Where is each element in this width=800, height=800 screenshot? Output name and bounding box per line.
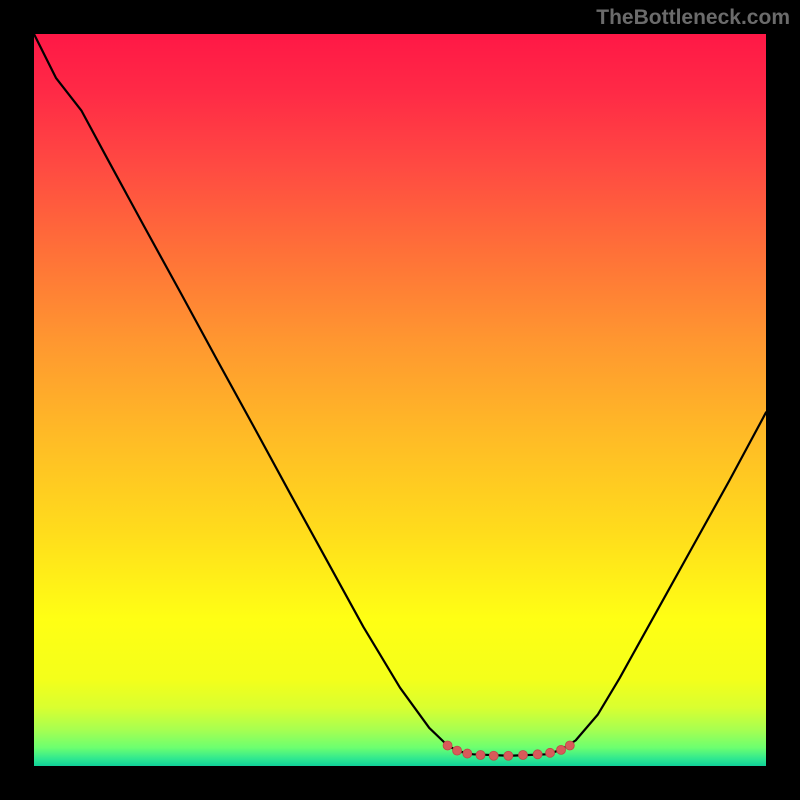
optimal-marker (476, 751, 485, 760)
optimal-marker (546, 748, 555, 757)
optimal-marker (463, 749, 472, 758)
bottleneck-curve (34, 34, 766, 756)
optimal-marker (518, 751, 527, 760)
optimal-marker (533, 750, 542, 759)
optimal-marker (453, 746, 462, 755)
watermark-text: TheBottleneck.com (596, 6, 790, 30)
chart-container: TheBottleneck.com (0, 0, 800, 800)
optimal-marker (565, 741, 574, 750)
optimal-marker (443, 741, 452, 750)
curve-svg (34, 34, 766, 766)
optimal-marker (557, 745, 566, 754)
optimal-marker (489, 751, 498, 760)
plot-area (34, 34, 766, 766)
optimal-marker (504, 751, 513, 760)
